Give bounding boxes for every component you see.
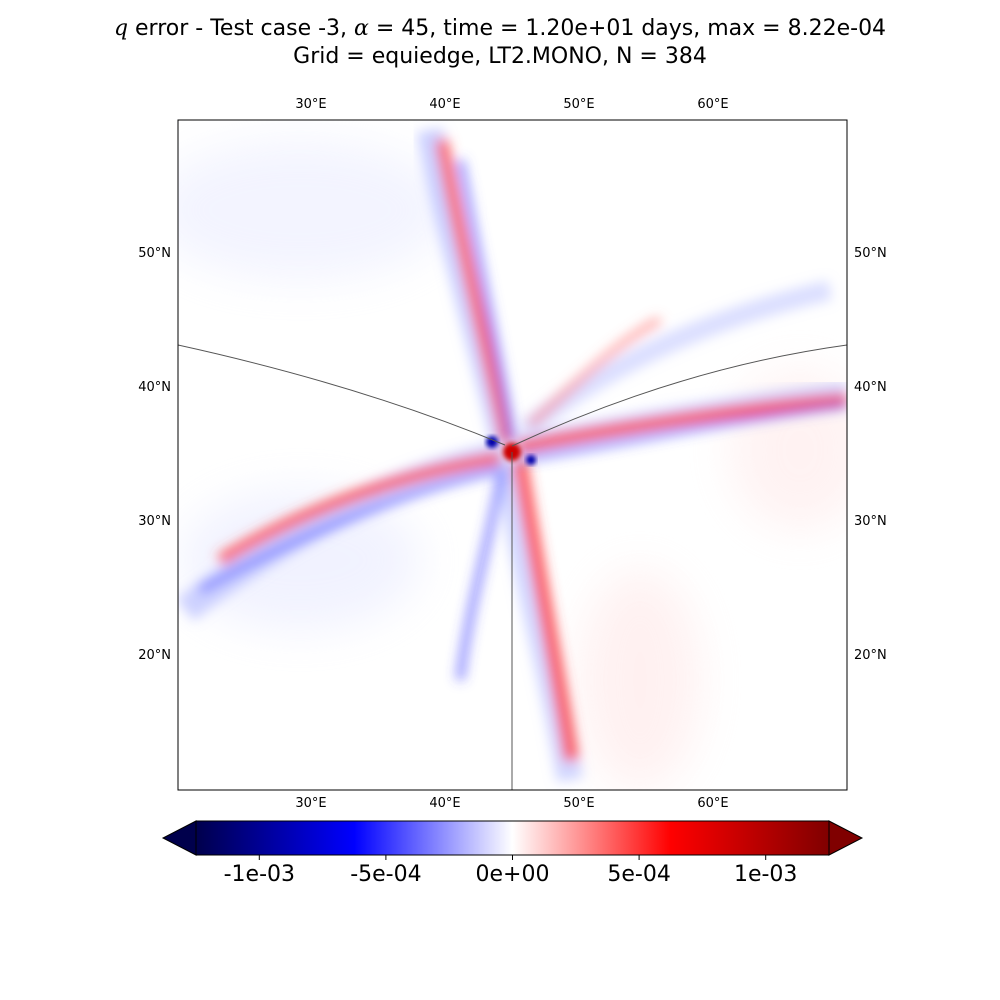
lon-tick-top: 60°E	[697, 97, 729, 112]
faint-negative-lobe-sw	[180, 490, 420, 630]
lat-tick-left: 50°N	[138, 246, 171, 261]
map-title-line2: Grid = equiedge, LT2.MONO, N = 384	[293, 44, 707, 69]
lat-tick-right: 20°N	[854, 648, 887, 663]
lon-tick-bottom: 40°E	[429, 796, 461, 811]
colorbar-tick-label: 0e+00	[475, 862, 550, 887]
filament-east	[512, 382, 847, 463]
filament-north	[417, 127, 518, 449]
panel-edge-east	[511, 344, 847, 447]
lat-tick-right: 50°N	[854, 246, 887, 261]
filament-north-east	[518, 280, 833, 438]
map-title-line1: q error - Test case -3, α = 45, time = 1…	[0, 16, 1000, 42]
lon-tick-bottom: 30°E	[295, 796, 327, 811]
lon-tick-top: 40°E	[429, 97, 461, 112]
colorbar-tick-label: -1e-03	[223, 862, 295, 887]
lon-tick-bottom: 60°E	[697, 796, 729, 811]
error-field	[178, 127, 847, 790]
lon-tick-top: 50°E	[563, 97, 595, 112]
faint-positive-lobe-se	[580, 570, 700, 790]
panel-edge-west	[178, 344, 506, 446]
title-alpha-symbol: α	[354, 16, 369, 41]
lat-tick-right: 30°N	[854, 514, 887, 529]
title-variable: q	[113, 16, 129, 41]
colorbar-tick-label: 1e-03	[733, 862, 798, 887]
colorbar-gradient	[196, 821, 829, 855]
lon-tick-bottom: 50°E	[563, 796, 595, 811]
faint-negative-lobe-nw	[178, 140, 450, 280]
lon-tick-top: 30°E	[295, 97, 327, 112]
panel-boundaries	[178, 344, 847, 790]
title-prefix: error - Test case -3,	[128, 16, 355, 41]
lat-tick-left: 30°N	[138, 514, 171, 529]
lat-tick-left: 40°N	[138, 380, 171, 395]
lat-tick-left: 20°N	[138, 648, 171, 663]
lat-tick-right: 40°N	[854, 380, 887, 395]
colorbar-ticks	[258, 855, 767, 860]
colorbar-tick-label: -5e-04	[350, 862, 422, 887]
title-rest: = 45, time = 1.20e+01 days, max = 8.22e-…	[368, 16, 887, 41]
colorbar-extend-min-arrow	[161, 820, 197, 856]
colorbar-tick-label: 5e-04	[607, 862, 671, 887]
map-frame	[177, 119, 848, 791]
filament-south	[456, 458, 583, 783]
filament-west	[178, 441, 508, 622]
center-negative-spot-east	[526, 455, 536, 465]
colorbar-extend-max-arrow	[828, 820, 864, 856]
